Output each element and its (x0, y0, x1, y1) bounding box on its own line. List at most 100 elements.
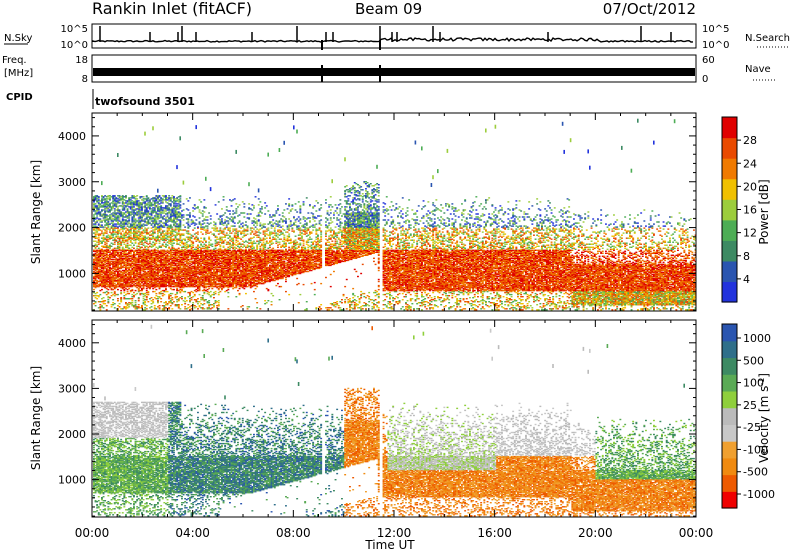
heatmap-cell (133, 197, 135, 199)
heatmap-cell (117, 229, 119, 231)
heatmap-cell (125, 197, 127, 199)
heatmap-cell (96, 212, 99, 214)
heatmap-cell (131, 204, 134, 206)
heatmap-cell (121, 279, 124, 282)
heatmap-cell (94, 267, 97, 270)
heatmap-cell (121, 197, 124, 199)
heatmap-cell (139, 217, 142, 219)
heatmap-cell (141, 238, 143, 240)
heatmap-cell (94, 252, 97, 255)
heatmap-cell (214, 292, 217, 295)
heatmap-cell (105, 235, 108, 237)
heatmap-cell (141, 269, 143, 272)
heatmap-cell (93, 250, 95, 253)
heatmap-cell (139, 197, 142, 199)
heatmap-cell (126, 255, 129, 258)
heatmap-cell (110, 263, 113, 266)
heatmap-cell (94, 221, 97, 223)
heatmap-cell (94, 243, 97, 245)
heatmap-cell (105, 244, 108, 246)
heatmap-cell (136, 238, 139, 240)
heatmap-cell (211, 243, 214, 245)
heatmap-cell (113, 266, 116, 269)
heatmap-cell (125, 196, 127, 198)
heatmap-cell (123, 234, 126, 236)
heatmap-cell (123, 279, 126, 282)
heatmap-cell (94, 269, 97, 272)
heatmap-cell (96, 291, 99, 294)
heatmap-cell (203, 199, 206, 201)
heatmap-cell (129, 283, 132, 286)
heatmap-cell (104, 203, 107, 205)
heatmap-cell (133, 280, 135, 283)
heatmap-cell (118, 266, 121, 269)
heatmap-cell (142, 196, 145, 198)
heatmap-cell (131, 296, 134, 298)
heatmap-cell (104, 272, 107, 275)
heatmap-cell (153, 305, 156, 307)
heatmap-cell (134, 201, 137, 203)
heatmap-cell (128, 275, 131, 278)
heatmap-cell (205, 207, 207, 209)
heatmap-cell (118, 200, 121, 202)
heatmap-cell (126, 210, 129, 212)
heatmap-cell (125, 282, 127, 285)
heatmap-cell (142, 244, 145, 246)
heatmap-cell (97, 280, 100, 283)
heatmap-cell (94, 235, 97, 237)
heatmap-cell (123, 278, 126, 281)
heatmap-cell (145, 195, 148, 197)
heatmap-cell (99, 248, 102, 251)
heatmap-cell (115, 260, 118, 263)
heatmap-cell (101, 271, 103, 274)
heatmap-cell (123, 258, 126, 261)
heatmap-cell (128, 203, 131, 205)
heatmap-cell (109, 280, 111, 283)
heatmap-cell (128, 292, 131, 295)
heatmap-cell (142, 239, 145, 241)
heatmap-cell (120, 222, 123, 224)
heatmap-cell (139, 221, 142, 223)
heatmap-cell (105, 293, 108, 296)
heatmap-cell (99, 306, 102, 308)
heatmap-cell (94, 222, 97, 224)
heatmap-cell (118, 251, 121, 254)
heatmap-cell (128, 258, 131, 261)
heatmap-cell (198, 221, 201, 223)
heatmap-cell (107, 249, 110, 252)
heatmap-cell (117, 232, 119, 234)
heatmap-cell (99, 269, 102, 272)
heatmap-cell (123, 241, 126, 243)
heatmap-cell (96, 210, 99, 212)
heatmap-cell (118, 214, 121, 216)
heatmap-cell (126, 273, 129, 276)
heatmap-cell (101, 181, 103, 186)
heatmap-cell (107, 208, 110, 210)
heatmap-cell (113, 200, 116, 202)
heatmap-cell (117, 208, 119, 210)
heatmap-cell (93, 260, 95, 263)
heatmap-cell (121, 208, 124, 210)
heatmap-cell (110, 282, 113, 285)
heatmap-cell (123, 295, 126, 297)
heatmap-cell (96, 215, 99, 217)
heatmap-cell (99, 265, 102, 268)
heatmap-cell (129, 207, 132, 209)
heatmap-cell (102, 270, 105, 273)
heatmap-cell (189, 225, 191, 227)
heatmap-cell (142, 292, 145, 295)
heatmap-cell (123, 216, 126, 218)
heatmap-cell (117, 309, 119, 311)
heatmap-cell (133, 222, 135, 224)
heatmap-cell (209, 222, 212, 224)
heatmap-cell (99, 254, 102, 257)
heatmap-cell (136, 259, 139, 262)
heatmap-cell (145, 240, 148, 242)
heatmap-cell (141, 246, 143, 249)
heatmap-cell (117, 246, 119, 249)
heatmap-cell (102, 265, 105, 268)
heatmap-cell (110, 256, 113, 259)
heatmap-cell (137, 243, 140, 245)
heatmap-cell (94, 195, 97, 197)
